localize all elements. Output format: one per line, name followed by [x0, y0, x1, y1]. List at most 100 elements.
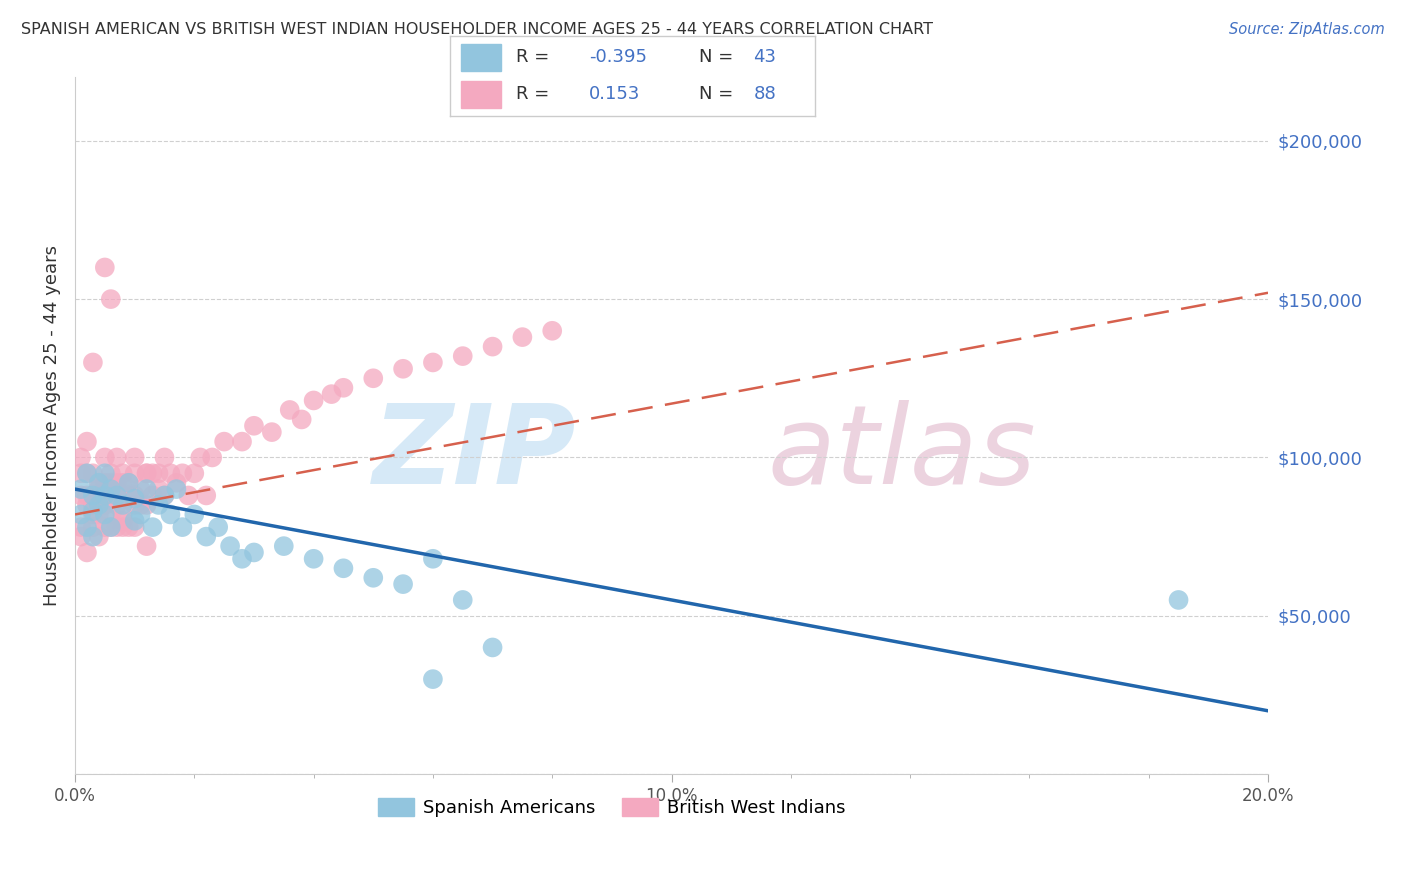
- Point: [70, 467, 93, 481]
- Text: ZIP: ZIP: [373, 401, 576, 508]
- Point: [105, 488, 128, 502]
- Point: [111, 475, 134, 490]
- Point: [70, 530, 93, 544]
- Point: [148, 467, 170, 481]
- Point: [82, 530, 104, 544]
- Point: [70, 520, 93, 534]
- Point: [422, 672, 444, 686]
- Point: [87, 475, 110, 490]
- Point: [422, 551, 444, 566]
- Point: [278, 403, 301, 417]
- Point: [201, 450, 224, 465]
- Point: [177, 488, 200, 502]
- Point: [105, 498, 128, 512]
- Point: [100, 508, 122, 522]
- Y-axis label: Householder Income Ages 25 - 44 years: Householder Income Ages 25 - 44 years: [44, 245, 60, 607]
- Point: [153, 450, 176, 465]
- Point: [105, 488, 128, 502]
- Point: [124, 467, 146, 481]
- Point: [243, 545, 266, 559]
- Point: [100, 482, 122, 496]
- Point: [148, 482, 170, 496]
- Point: [392, 361, 415, 376]
- Point: [94, 450, 117, 465]
- Point: [135, 467, 157, 481]
- Point: [332, 381, 354, 395]
- Bar: [461, 44, 501, 71]
- Point: [172, 467, 194, 481]
- Point: [321, 387, 343, 401]
- Legend: Spanish Americans, British West Indians: Spanish Americans, British West Indians: [371, 790, 853, 824]
- Point: [100, 467, 122, 481]
- Point: [219, 539, 242, 553]
- Point: [118, 475, 141, 490]
- Point: [105, 520, 128, 534]
- Text: atlas: atlas: [766, 401, 1036, 508]
- Text: 0.153: 0.153: [589, 86, 640, 103]
- Point: [165, 482, 187, 496]
- Point: [111, 520, 134, 534]
- Point: [135, 482, 157, 496]
- Point: [94, 520, 117, 534]
- Point: [124, 488, 146, 502]
- Point: [142, 467, 165, 481]
- Point: [76, 467, 98, 481]
- Point: [82, 520, 104, 534]
- Point: [111, 498, 134, 512]
- Point: [207, 520, 229, 534]
- Point: [541, 324, 564, 338]
- Point: [94, 260, 117, 275]
- Point: [94, 498, 117, 512]
- Point: [124, 514, 146, 528]
- Point: [76, 434, 98, 449]
- Point: [100, 520, 122, 534]
- Point: [118, 475, 141, 490]
- Point: [76, 498, 98, 512]
- Point: [82, 488, 104, 502]
- Point: [100, 520, 122, 534]
- Point: [70, 482, 93, 496]
- Point: [87, 498, 110, 512]
- Point: [159, 508, 181, 522]
- Point: [183, 508, 205, 522]
- Point: [451, 349, 474, 363]
- Point: [87, 482, 110, 496]
- Point: [76, 467, 98, 481]
- Point: [361, 571, 384, 585]
- Point: [105, 450, 128, 465]
- Point: [361, 371, 384, 385]
- Point: [94, 475, 117, 490]
- Point: [195, 530, 218, 544]
- Point: [302, 393, 325, 408]
- Point: [94, 488, 117, 502]
- Text: N =: N =: [699, 86, 733, 103]
- Point: [82, 355, 104, 369]
- Point: [105, 482, 128, 496]
- Point: [195, 488, 218, 502]
- Point: [148, 498, 170, 512]
- Point: [135, 539, 157, 553]
- Point: [129, 498, 152, 512]
- Text: N =: N =: [699, 48, 733, 66]
- Point: [76, 488, 98, 502]
- Point: [124, 520, 146, 534]
- Point: [142, 520, 165, 534]
- Point: [111, 514, 134, 528]
- Point: [1167, 593, 1189, 607]
- Point: [159, 467, 181, 481]
- Point: [451, 593, 474, 607]
- Point: [291, 412, 314, 426]
- Point: [70, 450, 93, 465]
- Bar: [461, 80, 501, 108]
- Point: [82, 467, 104, 481]
- Text: 43: 43: [754, 48, 776, 66]
- Text: Source: ZipAtlas.com: Source: ZipAtlas.com: [1229, 22, 1385, 37]
- Point: [82, 508, 104, 522]
- Point: [260, 425, 283, 439]
- Point: [111, 467, 134, 481]
- Point: [70, 508, 93, 522]
- Point: [111, 508, 134, 522]
- Point: [82, 498, 104, 512]
- Point: [82, 504, 104, 518]
- Point: [481, 640, 503, 655]
